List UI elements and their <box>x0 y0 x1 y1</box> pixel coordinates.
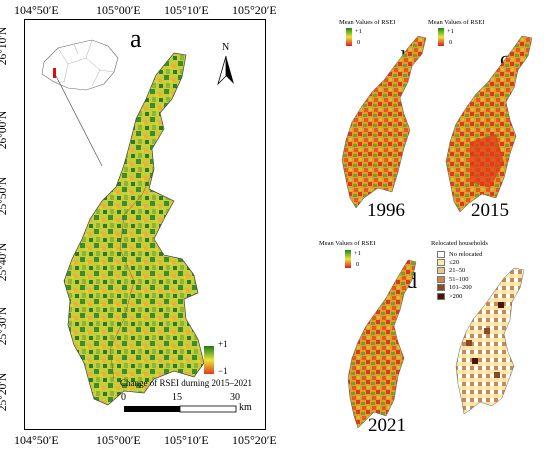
locator-line <box>55 75 103 167</box>
lat-label-6: 25°20′N <box>0 372 10 412</box>
scale-bar <box>124 405 237 413</box>
legend-item-no-relocated: No relocated <box>437 250 482 258</box>
panel-d-legend-bar <box>345 250 351 268</box>
change-legend-max: +1 <box>218 339 228 349</box>
bottom-coord-2: 105°00′E <box>96 433 141 447</box>
panel-c-legend-max: +1 <box>447 28 454 35</box>
main-map-frame <box>24 19 266 430</box>
change-legend-bar <box>204 346 214 374</box>
panel-d-legend-max: +1 <box>354 250 361 257</box>
bottom-coord-3: 105°10′E <box>164 433 209 447</box>
panel-b-map <box>341 35 427 209</box>
legend-item-le20: ≤20 <box>437 258 482 267</box>
legend-item-gt200: >200 <box>437 292 482 300</box>
bottom-coord-4: 105°20′E <box>232 433 277 447</box>
top-coord-1: 104°50′E <box>14 3 59 17</box>
lat-label-4: 25°40′N <box>0 242 10 282</box>
panel-d-map <box>347 259 417 429</box>
panel-c-legend-title: Mean Values of RSEI <box>428 19 485 26</box>
change-legend-min: −1 <box>218 366 228 376</box>
scale-tick-0: 0 <box>121 392 126 403</box>
panel-e-legend: No relocated ≤20 21–50 51–100 101–200 >2… <box>437 250 482 300</box>
bottom-coord-1: 104°50′E <box>14 433 59 447</box>
panel-b-legend-bar <box>346 28 352 46</box>
scale-unit: km <box>239 402 252 413</box>
top-coord-4: 105°20′E <box>232 3 277 17</box>
panel-e-map <box>455 267 525 415</box>
lat-label-5: 25°30′N <box>0 306 10 346</box>
scale-tick-15: 15 <box>172 392 182 403</box>
panel-b-legend-max: +1 <box>355 28 362 35</box>
north-arrow-icon <box>217 55 234 86</box>
study-area-map <box>63 52 205 406</box>
scale-tick-30: 30 <box>230 392 240 403</box>
panel-c-year: 2015 <box>471 200 509 221</box>
change-title: Change of RSEI durning 2015–2021 <box>120 378 252 388</box>
panel-e-legend-title: Relocated households <box>431 240 488 247</box>
panel-d-year: 2021 <box>368 415 406 436</box>
locator-inset <box>34 34 126 96</box>
panel-b-year: 1996 <box>367 200 405 221</box>
lat-label-1: 26°10′N <box>0 26 10 66</box>
panel-d-legend-min: 0 <box>356 261 360 268</box>
panel-c-legend-bar <box>438 28 444 46</box>
legend-item-21-50: 21–50 <box>437 267 482 275</box>
lat-label-2: 26°00′N <box>0 110 10 150</box>
panel-letter-c: c <box>500 46 510 71</box>
top-coord-3: 105°10′E <box>164 3 209 17</box>
panel-b-legend-min: 0 <box>357 39 361 46</box>
panel-d-legend-title: Mean Values of RSEI <box>319 240 376 247</box>
legend-item-51-100: 51–100 <box>437 275 482 283</box>
legend-item-101-200: 101–200 <box>437 284 482 292</box>
panel-c-legend-min: 0 <box>449 39 453 46</box>
panel-letter-a: a <box>130 24 142 53</box>
top-coord-2: 105°00′E <box>96 3 141 17</box>
panel-b-legend-title: Mean Values of RSEI <box>339 19 396 26</box>
lat-label-3: 25°50′N <box>0 176 10 216</box>
panel-c-map <box>445 35 533 213</box>
north-label: N <box>222 42 230 53</box>
